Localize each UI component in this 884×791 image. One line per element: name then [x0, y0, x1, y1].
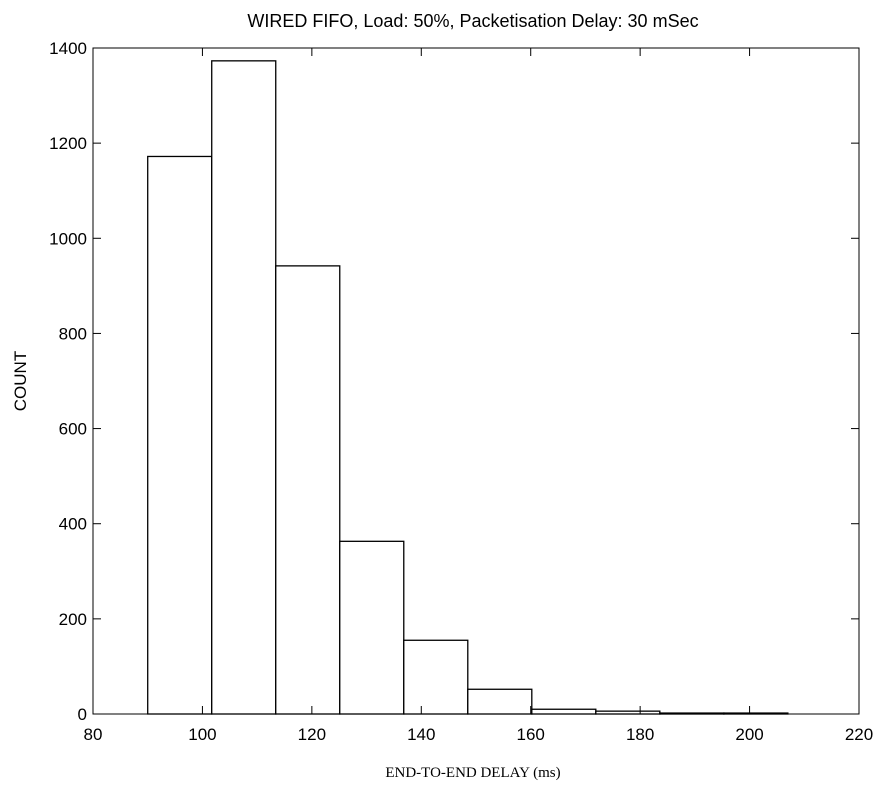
x-tick-label-0: 80: [84, 725, 103, 744]
y-tick-label-4: 800: [59, 324, 87, 343]
histogram-bar-0: [148, 156, 212, 714]
x-tick-label-6: 200: [735, 725, 763, 744]
chart-title: WIRED FIFO, Load: 50%, Packetisation Del…: [247, 11, 698, 31]
x-axis-label: END-TO-END DELAY (ms): [385, 765, 560, 781]
histogram-bar-2: [276, 266, 340, 714]
y-tick-label-2: 400: [59, 515, 87, 534]
histogram-bar-5: [468, 689, 532, 714]
bars-group: [148, 61, 788, 714]
x-tick-label-2: 120: [298, 725, 326, 744]
histogram-bar-1: [212, 61, 276, 714]
histogram-bar-3: [340, 541, 404, 714]
x-tick-label-3: 140: [407, 725, 435, 744]
x-tick-label-7: 220: [845, 725, 873, 744]
y-tick-label-5: 1000: [49, 229, 87, 248]
y-tick-label-1: 200: [59, 610, 87, 629]
y-tick-label-6: 1200: [49, 134, 87, 153]
x-tick-label-1: 100: [188, 725, 216, 744]
y-axis-label: COUNT: [11, 351, 30, 411]
histogram-bar-6: [532, 709, 596, 714]
histogram-bar-4: [404, 640, 468, 714]
y-tick-label-7: 1400: [49, 39, 87, 58]
x-tick-label-5: 180: [626, 725, 654, 744]
x-tick-label-4: 160: [517, 725, 545, 744]
y-tick-label-0: 0: [78, 705, 87, 724]
y-tick-label-3: 600: [59, 420, 87, 439]
